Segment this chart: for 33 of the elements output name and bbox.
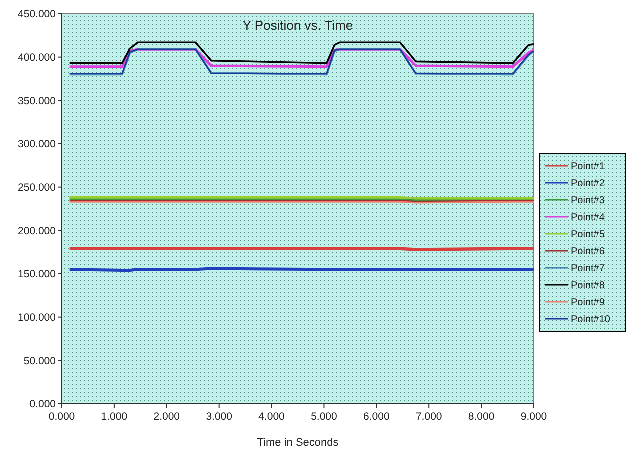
legend-label: Point#9 bbox=[571, 298, 606, 308]
chart-title: Y Position vs. Time bbox=[242, 18, 354, 33]
y-tick-label: 250.000 bbox=[18, 182, 56, 194]
legend-label: Point#7 bbox=[571, 264, 606, 274]
y-tick-label: 300.000 bbox=[18, 138, 56, 151]
y-tick-label: 0.000 bbox=[30, 398, 56, 411]
y-tick-label: 100.000 bbox=[18, 312, 56, 324]
x-tick-label: 7.000 bbox=[416, 411, 442, 423]
x-axis-title: Time in Seconds bbox=[257, 437, 340, 449]
y-tick-label: 50.000 bbox=[24, 355, 56, 368]
y-tick-label: 200.000 bbox=[18, 225, 56, 238]
line-series bbox=[68, 42, 535, 64]
x-tick-label: 3.000 bbox=[206, 411, 233, 423]
legend-label: Point#4 bbox=[571, 212, 606, 224]
legend-label: Point#6 bbox=[571, 246, 606, 258]
legend-label: Point#3 bbox=[571, 196, 606, 206]
y-tick-label: 350.000 bbox=[18, 95, 56, 108]
legend-label: Point#10 bbox=[571, 314, 611, 326]
x-tick-label: 9.000 bbox=[520, 411, 548, 423]
y-tick-label: 400.000 bbox=[18, 52, 56, 64]
x-tick-label: 4.000 bbox=[258, 411, 286, 423]
y-tick-label: 150.000 bbox=[18, 268, 56, 281]
legend-label: Point#2 bbox=[571, 178, 606, 190]
x-tick-label: 8.000 bbox=[468, 411, 495, 423]
x-tick-label: 1.000 bbox=[101, 411, 128, 423]
x-tick-label: 2.000 bbox=[154, 411, 180, 423]
x-tick-label: 5.000 bbox=[311, 411, 338, 423]
legend-label: Point#1 bbox=[571, 162, 606, 172]
x-tick-label: 0.000 bbox=[48, 411, 76, 423]
x-tick-label: 6.000 bbox=[364, 411, 390, 423]
legend-label: Point#5 bbox=[571, 230, 606, 240]
legend-label: Point#8 bbox=[571, 280, 606, 292]
y-tick-label: 450.000 bbox=[18, 8, 56, 21]
